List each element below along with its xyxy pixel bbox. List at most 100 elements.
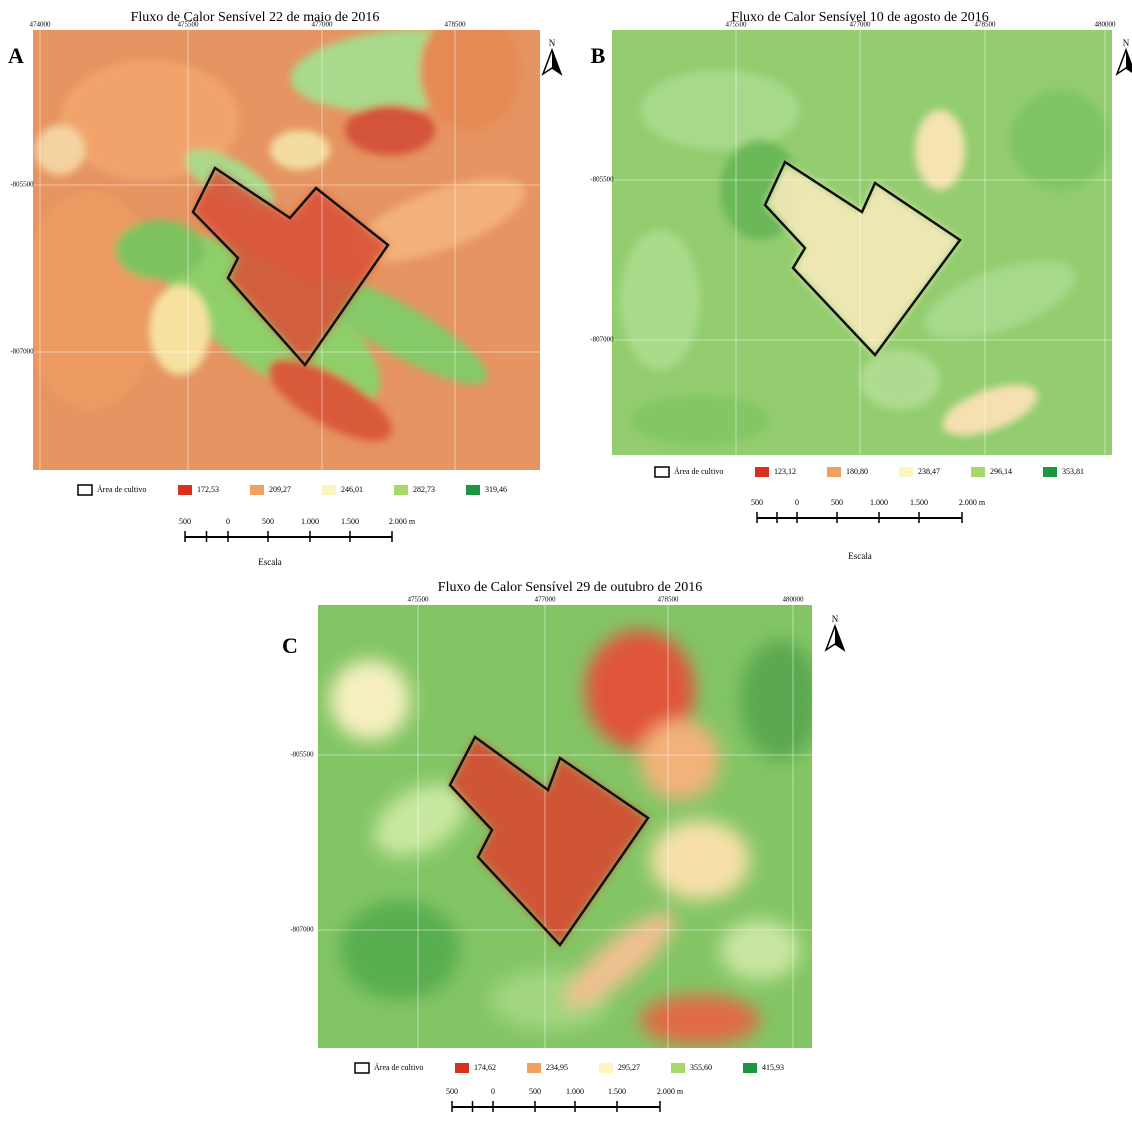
x-coord-label: 475500 (408, 596, 430, 604)
map-patch (620, 230, 700, 370)
scale-label: 0 (795, 498, 799, 507)
legend-label: 180,80 (846, 467, 868, 476)
scale-label: 500 (751, 498, 763, 507)
x-coord-label: 477000 (850, 21, 872, 29)
map-patch (860, 350, 940, 410)
scale-label: 1.500 (341, 517, 359, 526)
legend-label: 319,46 (485, 485, 507, 494)
legend-swatch (527, 1063, 541, 1073)
map-patch (640, 720, 720, 800)
scale-label: 1.500 (608, 1087, 626, 1096)
map-patch (20, 190, 160, 410)
scale-label: 500 (262, 517, 274, 526)
legend-swatch (671, 1063, 685, 1073)
y-coord-label: -807000 (290, 926, 314, 934)
map-patch (720, 920, 800, 980)
legend-swatch (827, 467, 841, 477)
legend-swatch (599, 1063, 613, 1073)
map-patch (650, 820, 750, 900)
scale-label: 500 (446, 1087, 458, 1096)
map-patch (270, 130, 330, 170)
x-coord-label: 480000 (783, 596, 805, 604)
legend-label: 355,60 (690, 1063, 712, 1072)
panel-letter: A (8, 43, 24, 68)
scale-label: 1.000 (301, 517, 319, 526)
legend-label: 295,27 (618, 1063, 640, 1072)
x-coord-label: 478500 (658, 596, 680, 604)
legend-swatch (899, 467, 913, 477)
panel-letter: B (591, 43, 606, 68)
legend-swatch (455, 1063, 469, 1073)
legend-swatch (78, 485, 92, 495)
map-patch (115, 220, 205, 280)
scale-label: 2.000 m (389, 517, 416, 526)
map-image (318, 605, 820, 1048)
scale-label: 2.000 m (657, 1087, 684, 1096)
legend-label: Área de cultivo (374, 1062, 423, 1072)
map-patch (340, 900, 460, 1000)
north-label: N (549, 38, 556, 48)
scale-label: 0 (491, 1087, 495, 1096)
map-patch (630, 395, 770, 445)
legend-swatch (355, 1063, 369, 1073)
map-patch (915, 110, 965, 190)
map-patch (150, 285, 210, 375)
legend-swatch (1043, 467, 1057, 477)
map-image (20, 10, 540, 470)
x-coord-label: 478500 (445, 21, 467, 29)
legend-label: 238,47 (918, 467, 940, 476)
legend-label: 172,53 (197, 485, 219, 494)
y-coord-label: -807000 (590, 336, 614, 344)
north-label: N (1123, 38, 1130, 48)
y-coord-label: -805500 (290, 751, 314, 759)
scale-label: 2.000 m (959, 498, 986, 507)
scale-label: 500 (179, 517, 191, 526)
x-coord-label: 475500 (726, 21, 748, 29)
scale-label: 0 (226, 517, 230, 526)
legend-label: 296,14 (990, 467, 1012, 476)
legend-label: 123,12 (774, 467, 796, 476)
legend-label: 282,73 (413, 485, 435, 494)
x-coord-label: 480000 (1095, 21, 1117, 29)
map-image (612, 30, 1112, 455)
legend-label: 246,01 (341, 485, 363, 494)
legend-label: 174,62 (474, 1063, 496, 1072)
panel-title: Fluxo de Calor Sensível 29 de outubro de… (438, 580, 702, 595)
y-coord-label: -807000 (10, 348, 34, 356)
scale-label: 1.000 (870, 498, 888, 507)
x-coord-label: 477000 (312, 21, 334, 29)
legend-swatch (655, 467, 669, 477)
legend-label: 353,81 (1062, 467, 1084, 476)
legend-label: 234,95 (546, 1063, 568, 1072)
map-patch (345, 105, 435, 155)
legend-swatch (178, 485, 192, 495)
map-patch (1010, 90, 1110, 190)
x-coord-label: 477000 (535, 596, 557, 604)
panel-letter: C (282, 633, 298, 658)
scale-caption: Escala (258, 557, 281, 567)
legend-swatch (322, 485, 336, 495)
legend-swatch (394, 485, 408, 495)
legend-swatch (755, 467, 769, 477)
legend-swatch (466, 485, 480, 495)
scale-label: 500 (831, 498, 843, 507)
legend-swatch (971, 467, 985, 477)
legend-label: Área de cultivo (674, 466, 723, 476)
scale-label: 1.000 (566, 1087, 584, 1096)
legend-swatch (250, 485, 264, 495)
map-patch (420, 10, 520, 130)
map-patch (35, 125, 85, 175)
panel-title: Fluxo de Calor Sensível 22 de maio de 20… (131, 10, 380, 25)
x-coord-label: 478500 (975, 21, 997, 29)
legend-label: 209,27 (269, 485, 291, 494)
legend-swatch (743, 1063, 757, 1073)
map-patch (330, 660, 410, 740)
map-patch (640, 995, 760, 1045)
scale-caption: Escala (848, 551, 871, 561)
y-coord-label: -805500 (590, 176, 614, 184)
legend-label: Área de cultivo (97, 484, 146, 494)
scale-label: 1.500 (910, 498, 928, 507)
figure: Fluxo de Calor Sensível 22 de maio de 20… (0, 0, 1132, 1119)
x-coord-label: 475500 (178, 21, 200, 29)
map-patch (640, 70, 800, 150)
